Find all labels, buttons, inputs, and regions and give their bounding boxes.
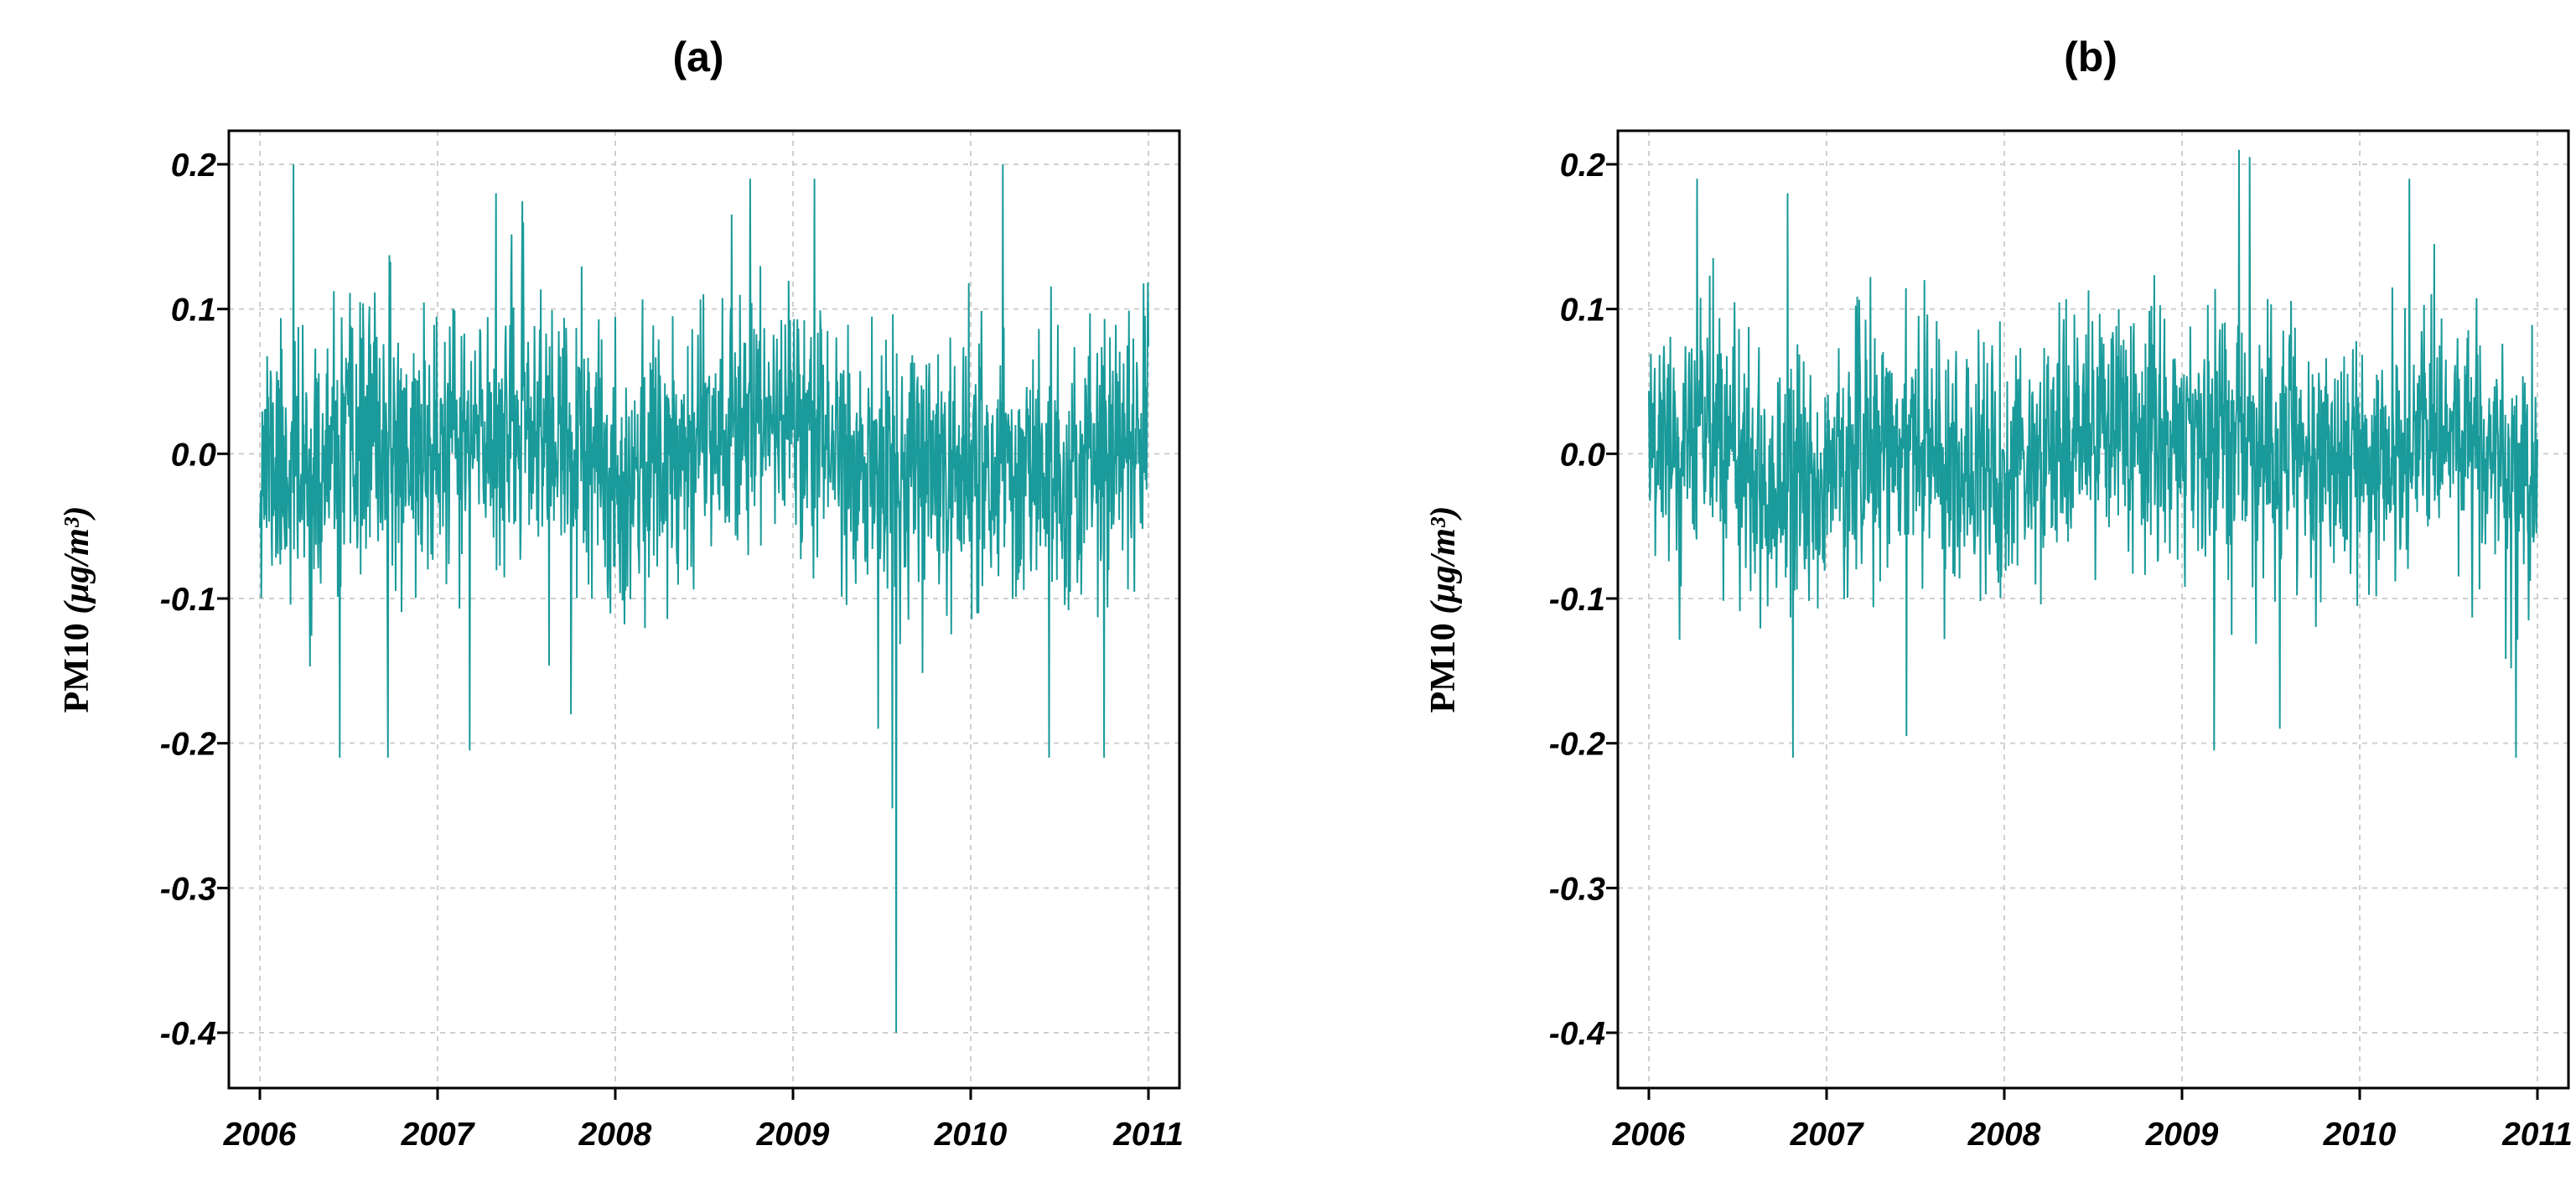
x-tick-label: 2011: [2501, 1117, 2573, 1153]
y-tick-label: -0.2: [1549, 727, 1606, 763]
panel-b-title: (b): [2064, 34, 2117, 80]
panel-b-frame: [1616, 129, 2570, 1090]
y-tick-label: 0.2: [1560, 148, 1606, 184]
panel-b-x-axis: 2006 2007 2008 2009 2010 2011: [1612, 1088, 2573, 1153]
panel-a-y-axis: -0.4 -0.3 -0.2 -0.1 0.0 0.1 0.2: [160, 148, 229, 1052]
y-tick-label: 0.2: [171, 148, 217, 184]
panel-a-grid: [229, 131, 1179, 1088]
x-tick-label: 2009: [2145, 1117, 2219, 1153]
x-tick-label: 2006: [1612, 1117, 1686, 1153]
x-tick-label: 2007: [1790, 1117, 1865, 1153]
panel-a-frame: [227, 129, 1181, 1090]
y-tick-label: -0.1: [1549, 582, 1605, 618]
x-tick-label: 2011: [1112, 1117, 1184, 1153]
panel-b-y-axis: -0.4 -0.3 -0.2 -0.1 0.0 0.1 0.2: [1549, 148, 1618, 1052]
series-line-residuals: [1648, 149, 2538, 758]
y-tick-label: 0.0: [1560, 437, 1606, 473]
x-tick-label: 2009: [756, 1117, 830, 1153]
panel-a-y-label: PM10 (μg/m³): [58, 505, 96, 713]
x-tick-label: 2008: [578, 1117, 652, 1153]
series-line-residuals: [259, 163, 1149, 1034]
x-tick-label: 2010: [934, 1117, 1008, 1153]
x-tick-label: 2010: [2323, 1117, 2397, 1153]
y-tick-label: -0.3: [1549, 871, 1606, 907]
y-tick-label: -0.4: [1549, 1016, 1606, 1052]
y-tick-label: -0.1: [160, 582, 216, 618]
panel-a-x-axis: 2006 2007 2008 2009 2010 2011: [223, 1088, 1184, 1153]
x-tick-label: 2008: [1967, 1117, 2041, 1153]
y-tick-label: 0.1: [1560, 293, 1605, 329]
y-tick-label: -0.4: [160, 1016, 217, 1052]
panel-b-y-label: PM10 (μg/m³): [1424, 505, 1463, 713]
x-tick-label: 2007: [401, 1117, 476, 1153]
x-tick-label: 2006: [223, 1117, 297, 1153]
panel-a-series: [259, 163, 1149, 1034]
y-tick-label: 0.0: [171, 437, 217, 473]
y-tick-label: -0.2: [160, 727, 217, 763]
panel-b: (b) 2006 2007 2008 2009 2010 2011 -0.4-0.3-0.…: [1424, 34, 2573, 1153]
panel-b-series: [1648, 149, 2538, 758]
y-tick-label: -0.3: [160, 871, 217, 907]
y-tick-label: 0.1: [171, 293, 216, 329]
panel-a-title: (a): [672, 34, 723, 80]
panel-a: (a) 2006 2007 2008 2009 2010 2011 -0.4-0.3-0.…: [58, 34, 1184, 1153]
